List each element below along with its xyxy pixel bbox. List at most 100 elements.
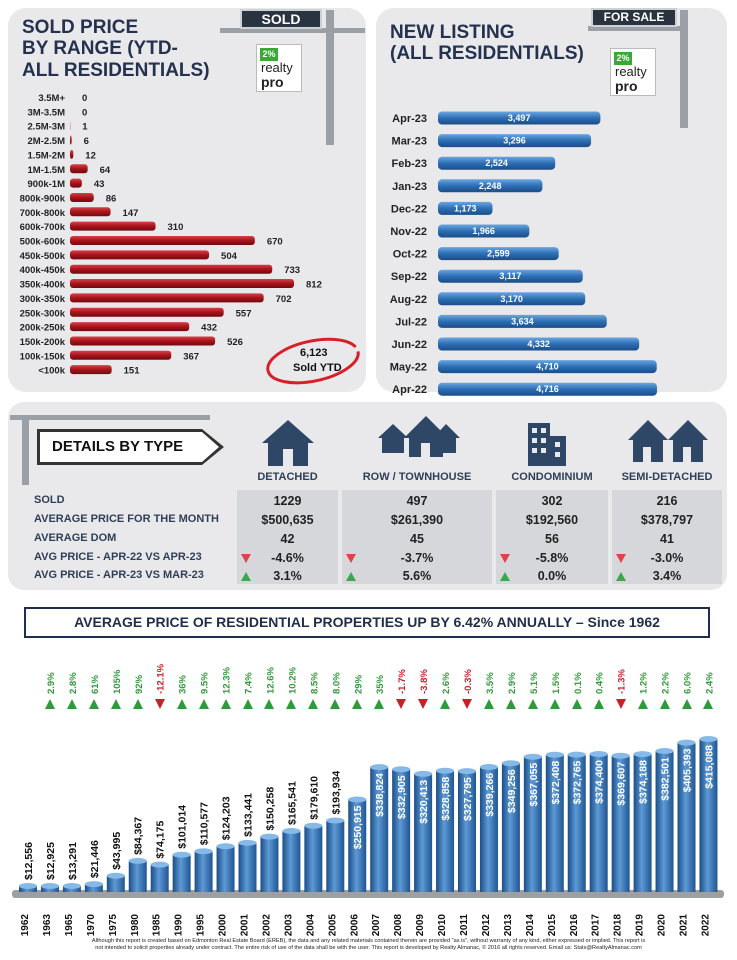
up-arrow-icon <box>505 699 516 709</box>
down-arrow-icon <box>346 554 356 563</box>
row-label-yoy: AVG PRICE - APR-22 VS APR-23 <box>34 551 202 563</box>
col-header-detached: DETACHED <box>257 471 318 483</box>
history-value-label: $372,408 <box>550 761 562 805</box>
sold-range-value-label: 12 <box>85 150 96 161</box>
history-change-label: 6.0% <box>683 672 694 694</box>
sold-range-tick-label: 200k-250k <box>20 323 66 334</box>
listing-tick-label: May-22 <box>390 362 427 374</box>
history-change-label: -1.3% <box>617 669 628 694</box>
up-arrow-icon <box>374 699 385 709</box>
history-bar <box>282 830 301 892</box>
sold-range-value-label: 310 <box>168 222 184 233</box>
history-bar-cap <box>260 833 279 840</box>
detail-cell-sold: 216 <box>656 494 678 508</box>
history-bar <box>392 769 411 892</box>
sold-range-bar <box>70 264 273 274</box>
listing-title: NEW LISTING (ALL RESIDENTIALS) <box>390 22 584 65</box>
history-bar-cap <box>304 822 323 829</box>
history-bar <box>348 799 367 892</box>
history-bar-cap <box>150 861 169 868</box>
listing-tick-label: Apr-23 <box>392 113 427 125</box>
up-arrow-icon <box>659 699 670 709</box>
detail-cell-avg-price: $378,797 <box>640 513 694 527</box>
history-bar <box>655 751 674 892</box>
sold-range-value-label: 43 <box>94 179 105 190</box>
sign-post-2 <box>680 10 688 128</box>
history-change-label: 12.6% <box>265 667 276 694</box>
listing-tick-label: Mar-23 <box>392 136 427 148</box>
sold-range-tick-label: 1.5M-2M <box>28 150 66 161</box>
history-bar-cap <box>238 839 257 846</box>
listing-value-label: 1,966 <box>472 226 495 236</box>
logo-line2: pro <box>261 74 284 90</box>
history-change-label: 36% <box>178 674 189 694</box>
sold-range-bar <box>70 365 112 375</box>
history-bar-cap <box>414 770 433 777</box>
history-value-label: $374,400 <box>594 760 606 804</box>
history-bar-cap <box>458 768 476 775</box>
history-bar-cap <box>84 881 103 888</box>
history-bar <box>216 846 235 892</box>
history-year-label: 1970 <box>86 914 97 937</box>
history-bar-cap <box>479 763 498 770</box>
listing-value-label: 2,599 <box>487 249 510 259</box>
sold-range-tick-label: 900k-1M <box>28 179 66 190</box>
history-year-label: 2015 <box>547 914 558 937</box>
detail-cell-dom: 56 <box>545 532 559 546</box>
listing-tick-label: Sep-22 <box>391 271 427 283</box>
footer-line1: Although this report is created based on… <box>91 938 646 944</box>
up-arrow-icon <box>66 699 77 709</box>
listing-tick-label: Feb-23 <box>392 158 427 170</box>
listing-tick-label: Apr-22 <box>392 384 427 396</box>
history-change-label: -12.1% <box>156 663 167 694</box>
logo-badge: 2% <box>260 48 278 61</box>
history-change-label: 0.1% <box>573 672 584 694</box>
detached-column <box>237 490 338 584</box>
history-year-label: 1963 <box>42 914 53 937</box>
history-bar <box>84 884 103 892</box>
history-change-label: 5.1% <box>529 672 540 694</box>
listing-bar <box>438 201 493 215</box>
history-bar-cap <box>282 827 301 834</box>
detached-house-icon <box>262 420 314 466</box>
sold-range-value-label: 504 <box>221 251 238 262</box>
listing-bar <box>438 292 586 306</box>
logo-line1: realty <box>261 60 293 75</box>
listing-bar <box>438 337 640 351</box>
listing-tick-label: Jun-22 <box>392 339 427 351</box>
sold-total-value: 6,123 <box>300 347 328 359</box>
listing-bar <box>438 269 583 283</box>
sold-range-value-label: 6 <box>84 136 89 147</box>
up-arrow-icon <box>681 699 692 709</box>
up-arrow-icon <box>703 699 714 709</box>
sold-range-bar <box>70 149 74 159</box>
sold-range-value-label: 733 <box>284 265 300 276</box>
history-bar-cap <box>699 736 718 742</box>
listing-bar <box>438 156 556 170</box>
history-change-label: 2.4% <box>704 672 715 694</box>
up-arrow-icon <box>571 699 582 709</box>
sold-range-tick-label: 100k-150k <box>20 351 66 362</box>
details-sign-post <box>22 415 29 485</box>
history-value-label: $327,795 <box>462 777 474 821</box>
history-bar-cap <box>655 748 674 755</box>
row-label-sold: SOLD <box>34 494 65 506</box>
detail-cell-avg-price: $261,390 <box>390 513 444 527</box>
history-year-label: 2006 <box>349 914 360 937</box>
up-arrow-icon <box>220 699 231 709</box>
history-bar <box>523 756 542 892</box>
down-arrow-icon <box>616 554 626 563</box>
history-change-label: 2.9% <box>46 672 57 694</box>
sign-arm-2 <box>588 26 688 31</box>
history-bar-cap <box>326 817 345 824</box>
up-arrow-icon <box>352 699 363 709</box>
footer-disclaimer: Although this report is created based on… <box>0 938 737 952</box>
history-bar-cap <box>19 883 37 889</box>
up-arrow-icon <box>44 699 55 709</box>
sold-range-tick-label: 250k-300k <box>20 308 66 319</box>
details-title: DETAILS BY TYPE <box>37 429 224 465</box>
sold-range-tick-label: 1M-1.5M <box>28 165 66 176</box>
listing-value-label: 3,497 <box>508 113 531 123</box>
sold-range-bar <box>70 135 72 145</box>
